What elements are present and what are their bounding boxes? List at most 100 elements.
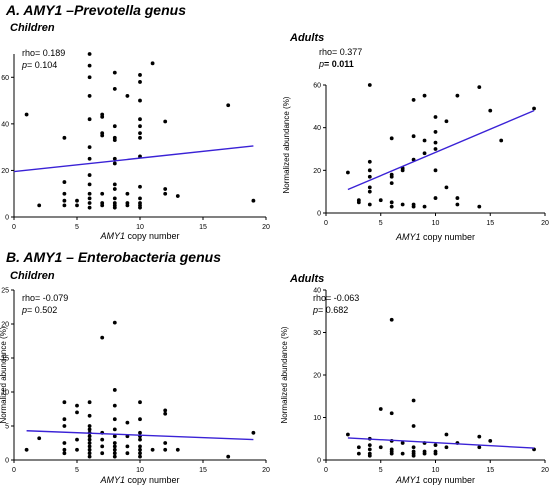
data-point (422, 151, 427, 156)
data-point (87, 196, 92, 201)
data-point (138, 451, 142, 456)
data-point (400, 168, 405, 173)
data-point (112, 205, 117, 210)
data-point (411, 204, 416, 209)
data-point (100, 451, 105, 456)
data-point (125, 203, 130, 208)
panel-b-children-title: Children (10, 270, 55, 282)
regression-line (347, 437, 535, 449)
data-point (112, 427, 117, 432)
data-point (112, 441, 117, 445)
data-point (251, 430, 256, 435)
x-axis-label: AMY1 copy number (395, 232, 475, 242)
data-point (125, 451, 130, 456)
data-point (112, 124, 117, 129)
data-point (100, 444, 105, 449)
data-point (422, 138, 427, 143)
y-axis-label: Normalized abundance (%) (282, 96, 291, 193)
data-point (488, 108, 493, 113)
data-point (112, 417, 117, 422)
panel-a-title: A. AMY1 –Prevotella genus (6, 2, 186, 18)
data-point (367, 174, 372, 179)
data-point (112, 454, 117, 459)
data-point (87, 400, 92, 405)
y-tick-label: 40 (1, 121, 9, 128)
data-point (138, 417, 142, 422)
data-point (112, 196, 117, 201)
data-point (175, 194, 180, 198)
data-point (367, 202, 372, 207)
data-point (138, 124, 142, 129)
y-tick-label: 40 (313, 288, 321, 295)
data-point (75, 203, 79, 208)
data-point (411, 453, 416, 458)
data-point (75, 437, 79, 442)
panel-b-title: B. AMY1 – Enterobacteria genus (6, 249, 221, 265)
chart-b-adults: 0 5 10 15 20 0 10 20 30 40 Normalized abundance (%… (280, 288, 549, 486)
data-point (477, 434, 482, 439)
data-point (400, 202, 405, 207)
data-point (346, 170, 350, 175)
x-tick-label: 0 (12, 467, 16, 474)
p-value-label: p= 0.104 (21, 60, 57, 70)
x-tick-label: 10 (136, 467, 144, 474)
data-point (112, 70, 117, 75)
regression-line (347, 109, 535, 191)
data-point (87, 434, 92, 439)
data-point (112, 403, 117, 408)
data-point (433, 115, 438, 119)
data-point (62, 424, 67, 428)
data-point (389, 200, 394, 205)
data-point (62, 417, 67, 422)
data-point (378, 445, 383, 450)
panel-a-adults-title: Adults (290, 32, 325, 44)
data-point (138, 98, 142, 103)
data-point (75, 403, 79, 408)
data-point (125, 94, 130, 98)
data-point (138, 131, 142, 136)
data-point (138, 205, 142, 210)
data-point (87, 444, 92, 449)
x-tick-label: 20 (541, 467, 549, 474)
data-point (62, 400, 67, 405)
data-point (455, 202, 460, 207)
x-tick-label: 0 (12, 224, 16, 231)
regression-line (26, 430, 254, 441)
data-point (411, 445, 416, 450)
data-point (87, 94, 92, 98)
data-point (226, 103, 231, 108)
x-tick-label: 5 (379, 220, 383, 227)
y-axis-label: Normalized abundance (%) (0, 326, 8, 423)
data-point (112, 451, 117, 456)
data-point (37, 436, 42, 441)
y-tick-label: 0 (317, 211, 321, 218)
data-point (433, 140, 438, 145)
data-point (163, 191, 168, 196)
data-point (163, 447, 168, 452)
data-point (422, 204, 427, 209)
data-point (389, 174, 394, 179)
x-tick-label: 0 (324, 220, 328, 227)
data-point (87, 201, 92, 205)
data-point (37, 203, 42, 208)
data-point (138, 117, 142, 122)
data-point (87, 427, 92, 432)
data-point (411, 398, 416, 403)
data-point (251, 198, 256, 203)
data-point (367, 189, 372, 194)
data-point (163, 408, 168, 413)
data-point (433, 147, 438, 151)
data-point (150, 447, 155, 452)
data-point (367, 168, 372, 173)
chart-b-children: 0 5 10 15 20 0 5 10 15 20 25 Normalized abundance (… (0, 288, 270, 486)
data-point (433, 168, 438, 173)
panel-a-children-title: Children (10, 22, 55, 34)
data-point (87, 52, 92, 56)
x-tick-label: 15 (199, 224, 207, 231)
data-point (62, 191, 67, 196)
data-point (138, 196, 142, 201)
data-point (400, 441, 405, 445)
data-point (87, 156, 92, 161)
data-point (112, 444, 117, 449)
data-point (62, 203, 67, 208)
